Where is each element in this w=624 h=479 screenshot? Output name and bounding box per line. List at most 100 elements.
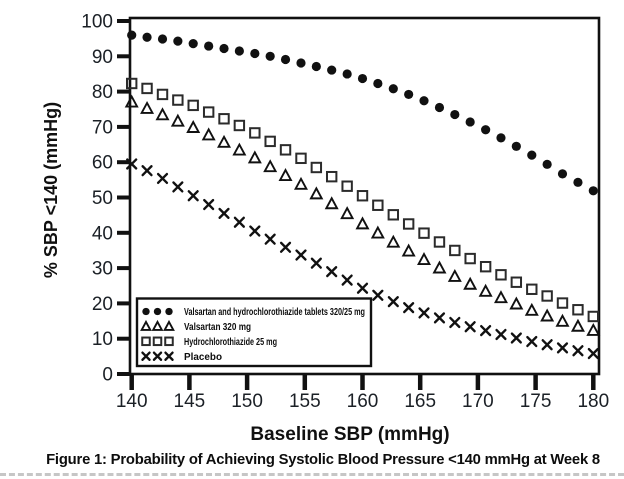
legend-marker-open-square <box>152 336 163 347</box>
series-point-filled-circle <box>373 78 383 89</box>
series-point-open-triangle <box>340 206 355 220</box>
series-point-filled-circle <box>481 125 491 135</box>
y-tick-label: 0 <box>102 365 113 386</box>
series-point-open-square <box>387 209 400 221</box>
series-point-open-square <box>464 252 476 265</box>
series-point-filled-circle <box>419 96 429 106</box>
x-tick-label: 140 <box>116 391 148 412</box>
series-point-filled-circle <box>188 38 198 49</box>
series-point-open-square <box>433 236 446 248</box>
series-point-open-square <box>418 227 430 239</box>
series-point-open-square <box>526 283 538 295</box>
series-point-open-square <box>218 113 230 125</box>
series-point-open-square <box>556 297 569 309</box>
series-point-open-square <box>310 161 323 174</box>
series-point-open-triangle <box>386 234 401 248</box>
series-point-x-cross <box>418 307 430 319</box>
series-point-filled-circle <box>542 159 552 169</box>
series-point-open-triangle <box>355 216 370 230</box>
series-open-square <box>126 77 599 323</box>
legend-marker-filled-circle <box>165 307 173 316</box>
series-point-open-square <box>341 180 353 192</box>
legend-entry: Valsartan 320 mg <box>140 319 251 333</box>
series-point-x-cross <box>587 347 599 360</box>
series-point-open-square <box>156 88 169 101</box>
legend-box <box>135 297 373 368</box>
series-x-cross <box>126 158 599 360</box>
series-point-open-square <box>295 152 307 165</box>
series-point-filled-circle <box>388 84 398 94</box>
series-point-x-cross <box>526 335 538 348</box>
series-point-open-square <box>495 269 507 281</box>
series-point-filled-circle <box>173 36 183 46</box>
series-point-open-square <box>264 135 276 148</box>
series-point-open-triangle <box>524 302 539 316</box>
series-point-open-triangle <box>432 260 447 274</box>
series-point-open-triangle <box>186 120 201 133</box>
series-point-x-cross <box>387 296 399 308</box>
series-point-x-cross <box>233 216 245 228</box>
series-point-open-square <box>356 190 369 202</box>
series-point-open-triangle <box>140 100 155 114</box>
series-point-x-cross <box>464 321 476 333</box>
legend-entry: Placebo <box>141 351 222 363</box>
series-point-x-cross <box>218 207 230 219</box>
series-point-x-cross <box>249 225 261 237</box>
series-point-filled-circle <box>496 133 506 143</box>
x-axis-title: Baseline SBP (mmHg) <box>250 424 449 445</box>
series-point-filled-circle <box>157 34 168 44</box>
series-point-x-cross <box>341 274 353 286</box>
series-point-filled-circle <box>511 141 521 151</box>
x-tick-label: 170 <box>462 391 494 412</box>
x-tick-label: 155 <box>289 391 321 412</box>
legend-label: Valsartan and hydrochlorothiazide tablet… <box>184 307 365 318</box>
series-point-filled-circle <box>450 109 460 120</box>
series-point-open-triangle <box>232 142 247 156</box>
series-point-x-cross <box>403 302 415 314</box>
series-point-open-square <box>279 144 292 156</box>
series-open-triangle <box>124 94 601 336</box>
series-point-open-square <box>126 77 138 90</box>
series-point-filled-circle <box>296 58 306 68</box>
series-filled-circle <box>127 30 598 196</box>
series-point-open-square <box>187 99 199 112</box>
legend-marker-open-triangle <box>151 319 164 331</box>
series-point-filled-circle <box>588 186 598 196</box>
y-tick-label: 40 <box>92 223 113 244</box>
x-tick-label: 145 <box>174 391 206 412</box>
series-point-open-triangle <box>155 107 170 121</box>
series-point-open-triangle <box>509 296 524 310</box>
series-point-open-square <box>249 127 261 139</box>
series-point-filled-circle <box>127 30 137 40</box>
y-tick-label: 30 <box>92 259 113 280</box>
series-point-x-cross <box>326 266 338 278</box>
y-tick-label: 20 <box>92 294 113 315</box>
legend-label: Placebo <box>184 352 222 363</box>
y-tick-label: 60 <box>92 153 113 174</box>
series-point-open-square <box>587 310 599 323</box>
series-point-open-triangle <box>217 134 232 148</box>
series-point-x-cross <box>156 172 169 185</box>
series-point-open-square <box>325 170 338 183</box>
chart-canvas: 140 145 150 155 160 165 170 175 180 0 10 20 30 40 50 60… <box>41 12 609 446</box>
series-point-open-triangle <box>201 127 216 141</box>
series-point-open-triangle <box>170 113 185 127</box>
series-point-filled-circle <box>342 69 352 79</box>
legend-marker-filled-circle <box>142 307 150 316</box>
series-point-open-square <box>172 94 184 106</box>
series-point-filled-circle <box>557 169 568 179</box>
legend-label: Valsartan 320 mg <box>184 322 251 333</box>
series-point-x-cross <box>203 198 215 211</box>
legend-marker-filled-circle <box>153 307 162 316</box>
legend-marker-open-triangle <box>163 319 175 331</box>
series-point-filled-circle <box>357 73 368 84</box>
y-tick-label: 80 <box>92 82 113 103</box>
series-point-open-triangle <box>540 308 555 322</box>
series-point-x-cross <box>310 257 322 269</box>
y-tick-label: 10 <box>92 329 113 350</box>
series-point-filled-circle <box>204 41 214 51</box>
series-point-x-cross <box>264 233 276 245</box>
series-point-open-triangle <box>370 225 385 239</box>
series-point-x-cross <box>172 181 184 193</box>
x-tick-label: 175 <box>520 391 552 412</box>
